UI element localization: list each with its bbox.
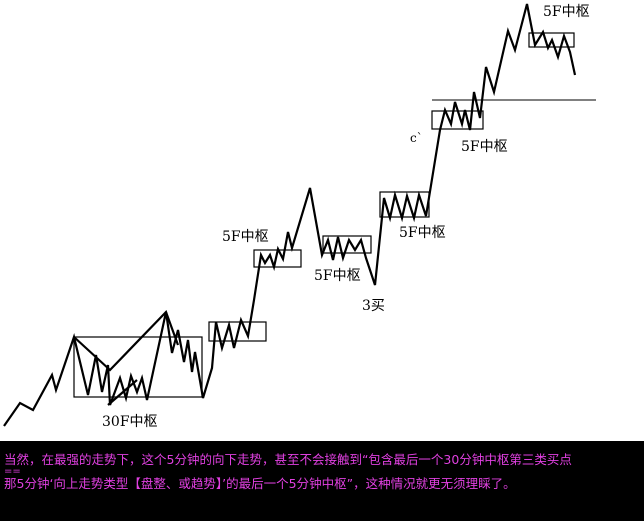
zone-box-5f <box>379 191 430 218</box>
label-30f-zone: 30F中枢 <box>102 414 158 430</box>
price-path <box>3 3 577 427</box>
caption-line: == <box>4 467 21 476</box>
zone-box-5f <box>253 249 302 268</box>
label-5f-zone: 5F中枢 <box>461 139 508 155</box>
zone-box-30f <box>73 336 203 398</box>
label-5f-zone: 5F中枢 <box>543 4 590 20</box>
label-5f-zone: 5F中枢 <box>399 225 446 241</box>
zone-box-5f <box>322 235 372 254</box>
inner-path <box>107 379 138 406</box>
caption-line: 那5分钟‘向上走势类型【盘整、或趋势】’的最后一个5分钟中枢”，这种情况就更无须… <box>4 476 516 491</box>
label-5f-zone: 5F中枢 <box>314 268 361 284</box>
zone-box-5f <box>528 32 575 48</box>
caption-panel: 当然，在最强的走势下，这个5分钟的向下走势，甚至不会接触到“包含最后一个30分钟… <box>0 441 644 521</box>
caption-line: 当然，在最强的走势下，这个5分钟的向下走势，甚至不会接触到“包含最后一个30分钟… <box>4 452 572 467</box>
zone-box-5f <box>431 110 484 130</box>
label-5f-zone: 5F中枢 <box>222 229 269 245</box>
label-c: c` <box>410 131 423 145</box>
label-third-buy: 3买 <box>362 298 385 314</box>
chart-diagram: 30F中枢 5F中枢 5F中枢 5F中枢 5F中枢 5F中枢 3买 c` <box>3 3 596 430</box>
inner-path <box>73 309 180 372</box>
zone-box-5f <box>208 321 267 342</box>
